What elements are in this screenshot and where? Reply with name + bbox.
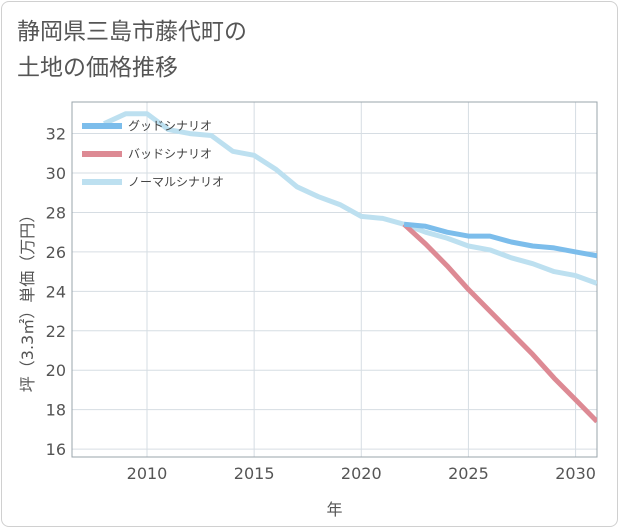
plot-border: [71, 101, 598, 458]
y-tick-label: 22: [46, 322, 66, 341]
y-tick-label: 32: [46, 125, 66, 144]
x-tick-labels: 2010 2015 2020 2025 2030: [127, 464, 596, 483]
x-tick-label: 2010: [127, 464, 168, 483]
grid-lines: [72, 102, 597, 457]
y-tick-label: 28: [46, 203, 66, 222]
legend-label-2: ノーマルシナリオ: [128, 175, 224, 189]
x-tick-label: 2020: [341, 464, 382, 483]
x-tick-label: 2030: [555, 464, 596, 483]
chart-title-line-2: 土地の価格推移: [17, 55, 178, 81]
chart-title: 静岡県三島市藤代町の 土地の価格推移: [17, 14, 247, 86]
legend-label-1: バッドシナリオ: [128, 147, 212, 161]
chart-title-line-1: 静岡県三島市藤代町の: [17, 19, 247, 45]
legend-label-0: グッドシナリオ: [128, 119, 212, 133]
series-line-1: [402, 222, 597, 424]
y-tick-label: 20: [46, 361, 66, 380]
y-tick-labels: 16 18 20 22 24 26 28 30 32: [46, 125, 66, 460]
x-axis-label: 年: [326, 500, 342, 519]
y-tick-label: 24: [46, 282, 66, 301]
y-axis-label: 坪（3.3㎡）単価（万円）: [18, 207, 37, 392]
series-line-0: [403, 221, 597, 259]
y-tick-label: 18: [46, 401, 66, 420]
series-lines: [103, 111, 597, 424]
series-line-2: [103, 111, 597, 286]
x-tick-label: 2015: [234, 464, 275, 483]
x-tick-label: 2025: [448, 464, 489, 483]
y-tick-label: 30: [46, 164, 66, 183]
y-tick-label: 26: [46, 243, 66, 262]
y-tick-label: 16: [46, 440, 66, 459]
